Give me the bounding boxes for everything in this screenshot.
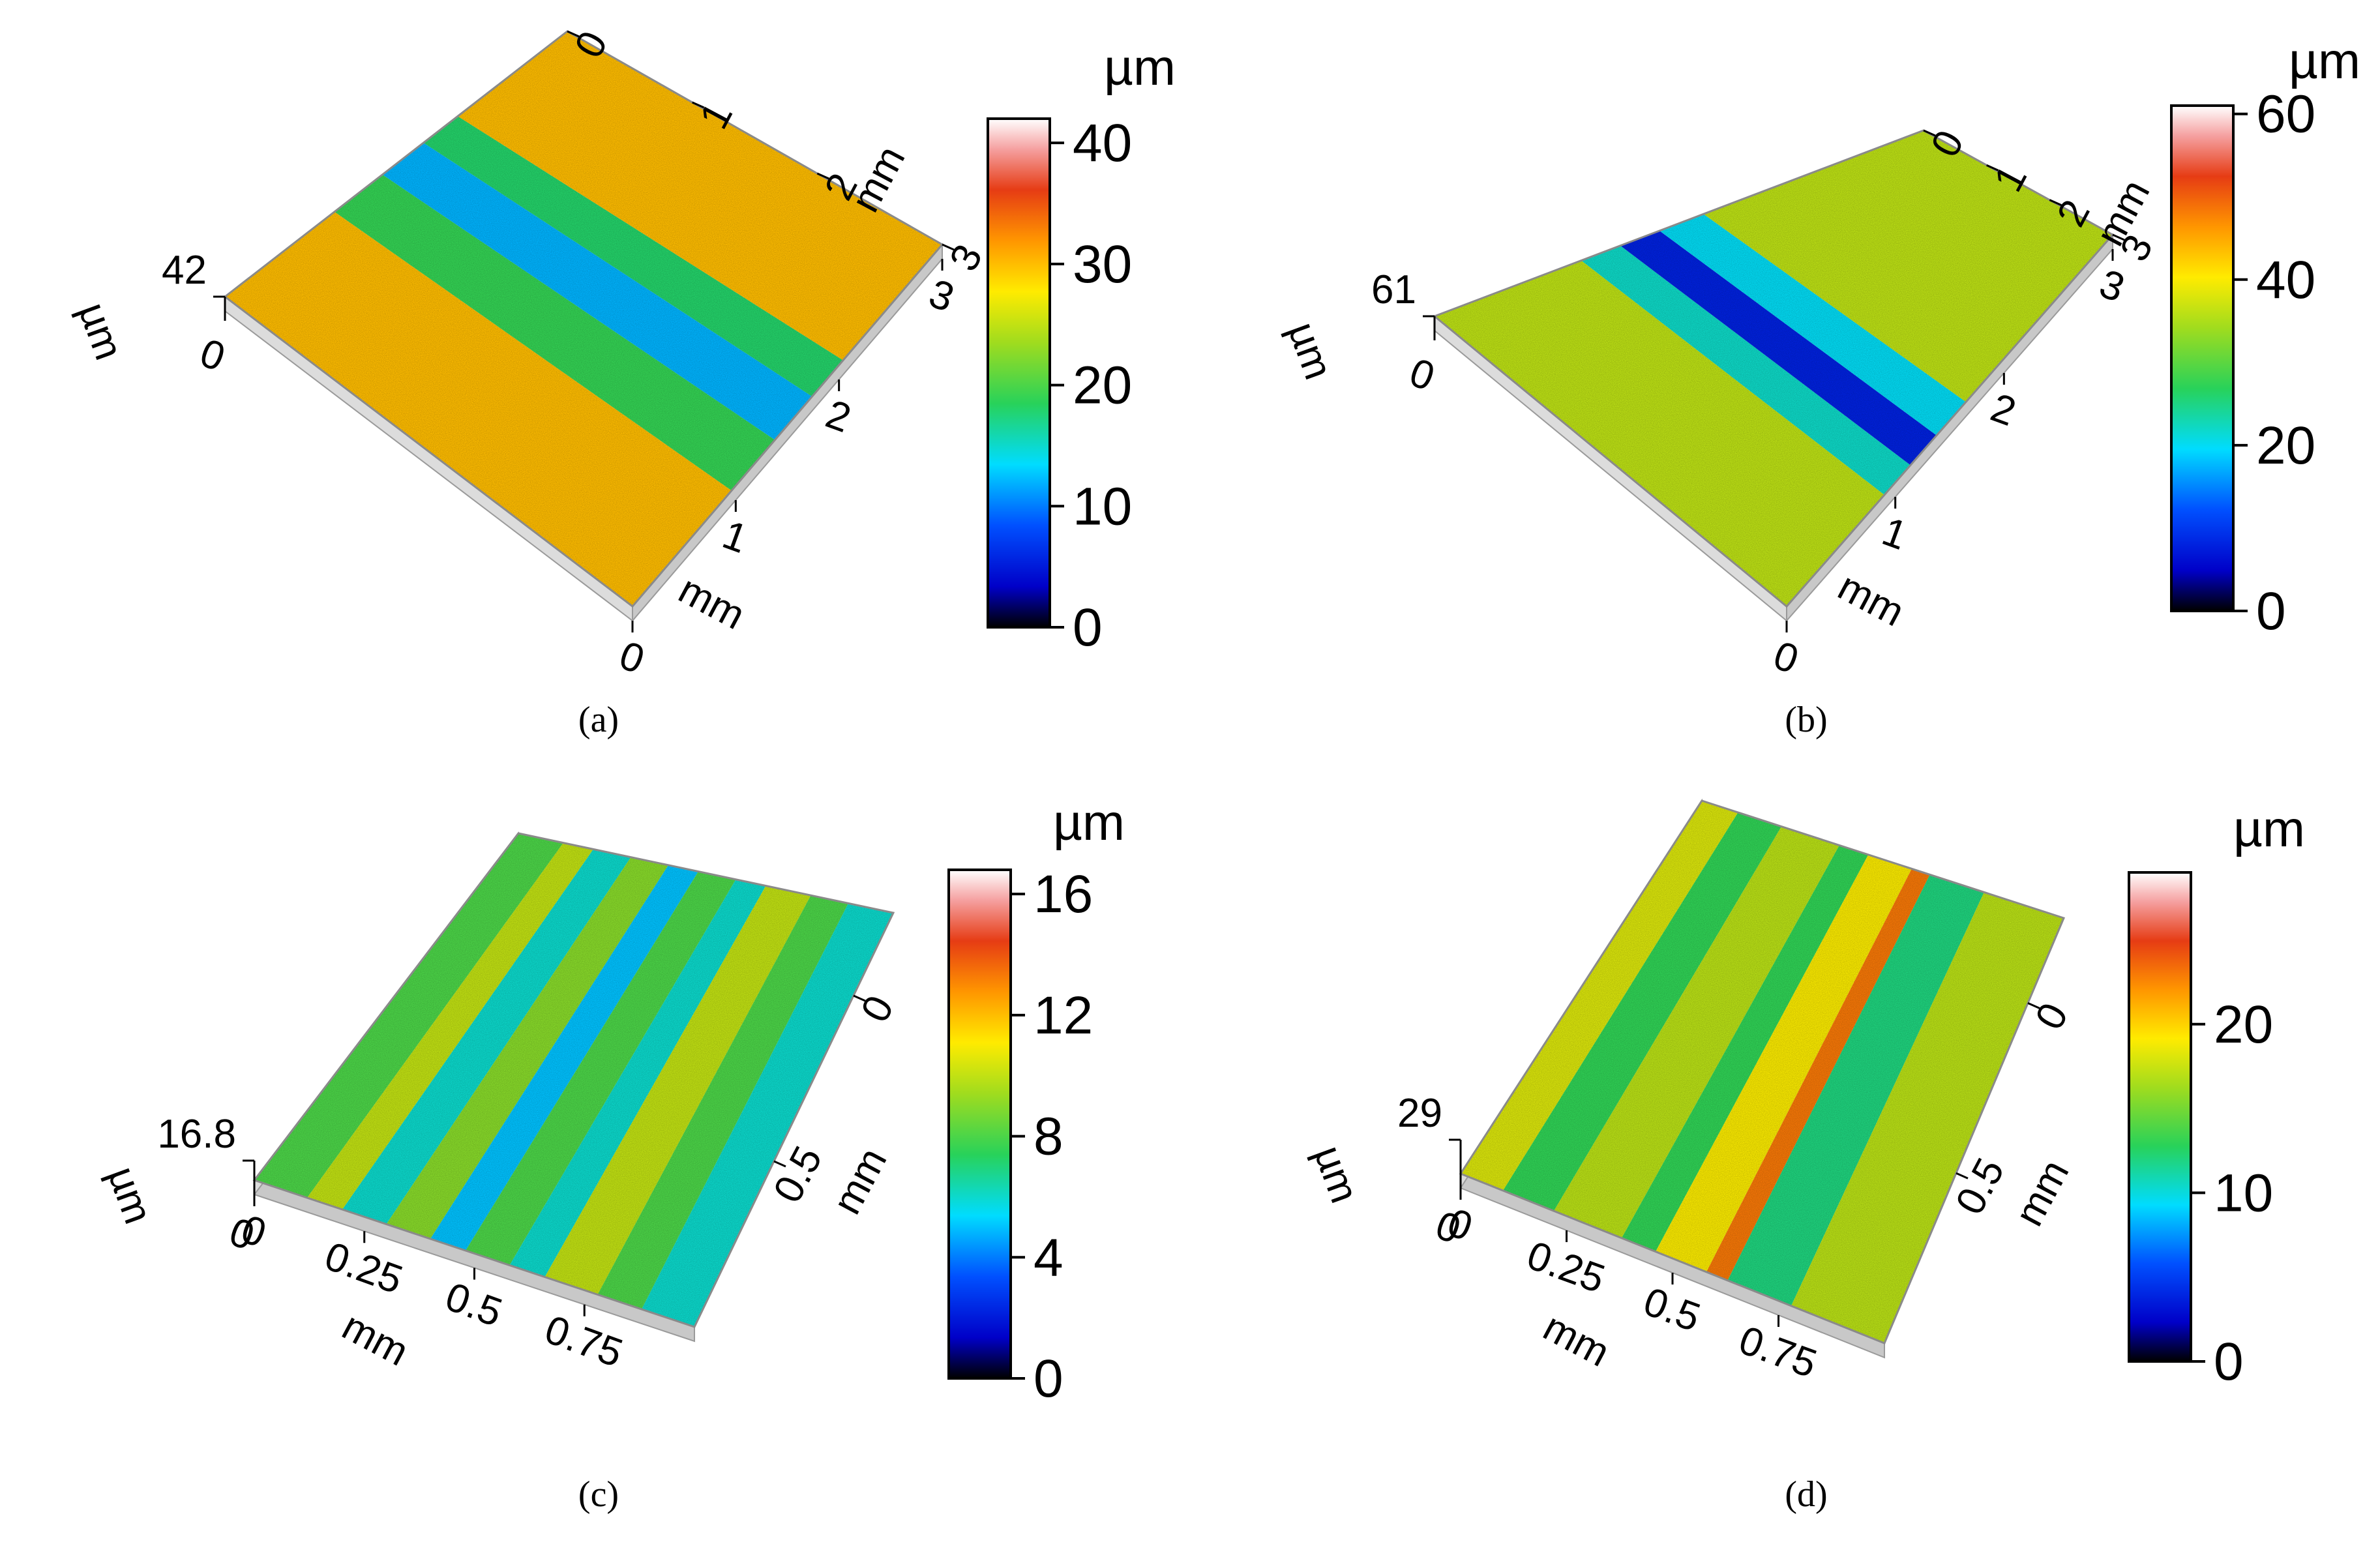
colorbar-tick-label: 16 [1034,865,1093,924]
y-axis-tick [2027,1002,2040,1009]
colorbar-tick-label: 0 [2256,582,2286,641]
x-axis-tick-label: 0 [614,632,650,683]
y-axis-tick [1986,164,1999,171]
colorbar-unit-label: µm [1104,38,1176,96]
z-axis-min-label: 0 [194,331,231,381]
y-axis-tick [853,994,866,1002]
colorbar-gradient [947,868,1012,1380]
y-axis-tick [816,172,829,180]
colorbar-tick-label: 0 [1034,1349,1064,1408]
z-axis-label: µm [99,1161,161,1230]
panel-d-caption: (d) [1785,1474,1827,1515]
y-axis-tick [942,243,955,251]
x-axis-tick-label: 0.25 [319,1234,408,1303]
colorbar-tick-label: 60 [2256,85,2315,144]
y-axis-tick [2112,233,2125,241]
panel-d-colorbar: µm 0 10 20 [2128,800,2305,1391]
x-axis-label: mm [672,567,752,638]
colorbar-gradient [987,117,1051,629]
y-axis-tick [1923,129,1936,137]
colorbar-tick-label: 10 [1073,477,1132,536]
y-axis-tick-label: 3 [941,237,991,278]
surface-outline [1459,799,2066,1344]
y-axis-tick [2049,199,2062,207]
x-axis-label: mm [1831,564,1912,635]
panel-a-surface [223,30,944,623]
colorbar-gradient [2170,104,2235,612]
colorbar-tick-label: 8 [1034,1107,1064,1166]
colorbar-tick-label: 4 [1034,1228,1064,1287]
surface-outline [252,832,895,1328]
y-axis-tick-label: 0 [852,988,902,1030]
panel-c-surface [252,831,895,1343]
panel-a-caption: (a) [578,700,619,740]
x-axis-tick-label: 2 [820,391,857,441]
colorbar-tick-label: 20 [2214,995,2273,1054]
x-axis-tick-label: 0.5 [439,1274,508,1335]
surface-texture [1435,130,2113,606]
y-axis-tick [567,30,580,38]
panel-b-colorbar: µm 0 20 40 60 [2170,32,2360,641]
z-axis-max-label: 61 [1371,267,1416,312]
x-axis-tick-label: 2 [1985,385,2021,435]
colorbar-tick-label: 20 [1073,356,1132,415]
colorbar-tick-label: 40 [2256,250,2315,310]
z-axis-max-label: 29 [1397,1091,1442,1136]
y-axis-tick [1956,1172,1969,1180]
z-axis-max-label: 16.8 [157,1112,236,1157]
panel-b-caption: (b) [1785,700,1827,740]
surface-texture [225,31,942,606]
z-axis-label: µm [70,297,132,366]
z-axis-min-label: 0 [1404,350,1440,400]
y-axis-label: mm [824,1141,895,1222]
z-axis-max-label: 42 [162,248,207,293]
x-axis-tick-label: 3 [923,271,960,321]
colorbar-tick-label: 30 [1073,235,1132,294]
x-axis-tick-label: 0.5 [1638,1279,1706,1341]
colorbar-tick-label: 20 [2256,416,2315,475]
x-axis-tick-label: 0 [1768,632,1804,683]
colorbar-tick-label: 12 [1034,986,1093,1045]
colorbar-tick-label: 0 [1073,598,1103,657]
x-axis-label: mm [1536,1304,1617,1375]
y-axis-label: mm [2006,1153,2077,1234]
colorbar-tick-label: 0 [2214,1332,2244,1391]
panel-a-colorbar: µm 0 10 20 30 40 [987,38,1176,657]
y-axis-tick [692,101,705,109]
x-axis-tick-label: 0.75 [539,1307,629,1376]
y-axis-tick-label: 0 [2027,996,2077,1037]
x-axis-tick-label: 1 [1877,509,1913,559]
x-axis-label: mm [335,1303,416,1374]
panel-b-surface [1433,129,2115,623]
colorbar-tick-label: 40 [1073,113,1132,173]
colorbar-unit-label: µm [2289,32,2360,89]
panel-c-caption: (c) [578,1474,619,1515]
colorbar-unit-label: µm [1053,794,1125,851]
x-axis-tick-label: 3 [2094,261,2130,311]
z-axis-label: µm [1279,316,1341,385]
panel-c-colorbar: µm 0 4 8 12 16 [947,794,1125,1408]
colorbar-unit-label: µm [2233,800,2305,857]
y-axis-tick [773,1160,786,1168]
colorbar-tick-label: 10 [2214,1163,2273,1223]
panel-d-surface [1459,798,2066,1359]
surface-texture [254,833,893,1327]
z-axis-label: µm [1305,1140,1367,1209]
surface-texture [1461,801,2064,1343]
x-axis-tick-label: 1 [717,512,753,562]
colorbar-gradient [2128,871,2192,1363]
